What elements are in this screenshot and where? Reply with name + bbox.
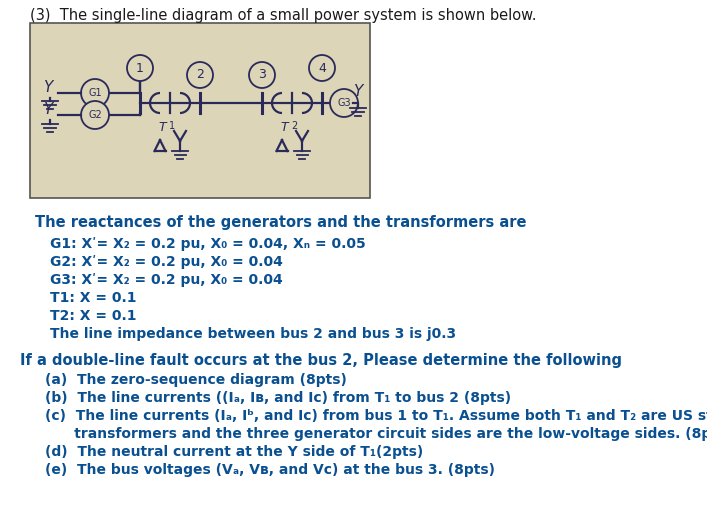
Circle shape: [187, 62, 213, 88]
Circle shape: [127, 55, 153, 81]
Text: T: T: [280, 121, 288, 134]
Text: (b)  The line currents ((Iₐ, Iʙ, and Iᴄ) from T₁ to bus 2 (8pts): (b) The line currents ((Iₐ, Iʙ, and Iᴄ) …: [45, 391, 511, 405]
Text: (a)  The zero-sequence diagram (8pts): (a) The zero-sequence diagram (8pts): [45, 373, 347, 387]
Circle shape: [309, 55, 335, 81]
Text: G3: G3: [337, 98, 351, 108]
Text: G2: G2: [88, 110, 102, 120]
Text: 3: 3: [258, 69, 266, 82]
Bar: [30, 23, 370, 198]
Text: Y: Y: [354, 84, 363, 98]
Circle shape: [330, 89, 358, 117]
Text: T: T: [158, 121, 166, 134]
Text: 2: 2: [196, 69, 204, 82]
Text: 2: 2: [291, 121, 297, 131]
Text: G2: Xʹ= X₂ = 0.2 pu, X₀ = 0.04: G2: Xʹ= X₂ = 0.2 pu, X₀ = 0.04: [50, 255, 283, 269]
Text: transformers and the three generator circuit sides are the low-voltage sides. (8: transformers and the three generator cir…: [45, 427, 707, 441]
Text: G1: Xʹ= X₂ = 0.2 pu, X₀ = 0.04, Xₙ = 0.05: G1: Xʹ= X₂ = 0.2 pu, X₀ = 0.04, Xₙ = 0.0…: [50, 237, 366, 251]
Text: Y: Y: [43, 81, 53, 96]
Text: (d)  The neutral current at the Y side of T₁(2pts): (d) The neutral current at the Y side of…: [45, 445, 423, 459]
Circle shape: [249, 62, 275, 88]
Text: 1: 1: [169, 121, 175, 131]
Text: The reactances of the generators and the transformers are: The reactances of the generators and the…: [35, 215, 527, 230]
Text: 1: 1: [136, 62, 144, 74]
Text: G3: Xʹ= X₂ = 0.2 pu, X₀ = 0.04: G3: Xʹ= X₂ = 0.2 pu, X₀ = 0.04: [50, 273, 283, 287]
Text: 4: 4: [318, 62, 326, 74]
Text: T2: X = 0.1: T2: X = 0.1: [50, 309, 136, 323]
Text: T1: X = 0.1: T1: X = 0.1: [50, 291, 136, 305]
Text: (c)  The line currents (Iₐ, Iᵇ, and Iᴄ) from bus 1 to T₁. Assume both T₁ and T₂ : (c) The line currents (Iₐ, Iᵇ, and Iᴄ) f…: [45, 409, 707, 423]
Text: Y: Y: [43, 103, 53, 118]
Text: The line impedance between bus 2 and bus 3 is j0.3: The line impedance between bus 2 and bus…: [50, 327, 456, 341]
Text: If a double-line fault occurs at the bus 2, Please determine the following: If a double-line fault occurs at the bus…: [20, 353, 622, 368]
Circle shape: [81, 101, 109, 129]
Circle shape: [81, 79, 109, 107]
Text: (3)  The single-line diagram of a small power system is shown below.: (3) The single-line diagram of a small p…: [30, 8, 537, 23]
Text: (e)  The bus voltages (Vₐ, Vʙ, and Vᴄ) at the bus 3. (8pts): (e) The bus voltages (Vₐ, Vʙ, and Vᴄ) at…: [45, 463, 495, 477]
Text: G1: G1: [88, 88, 102, 98]
